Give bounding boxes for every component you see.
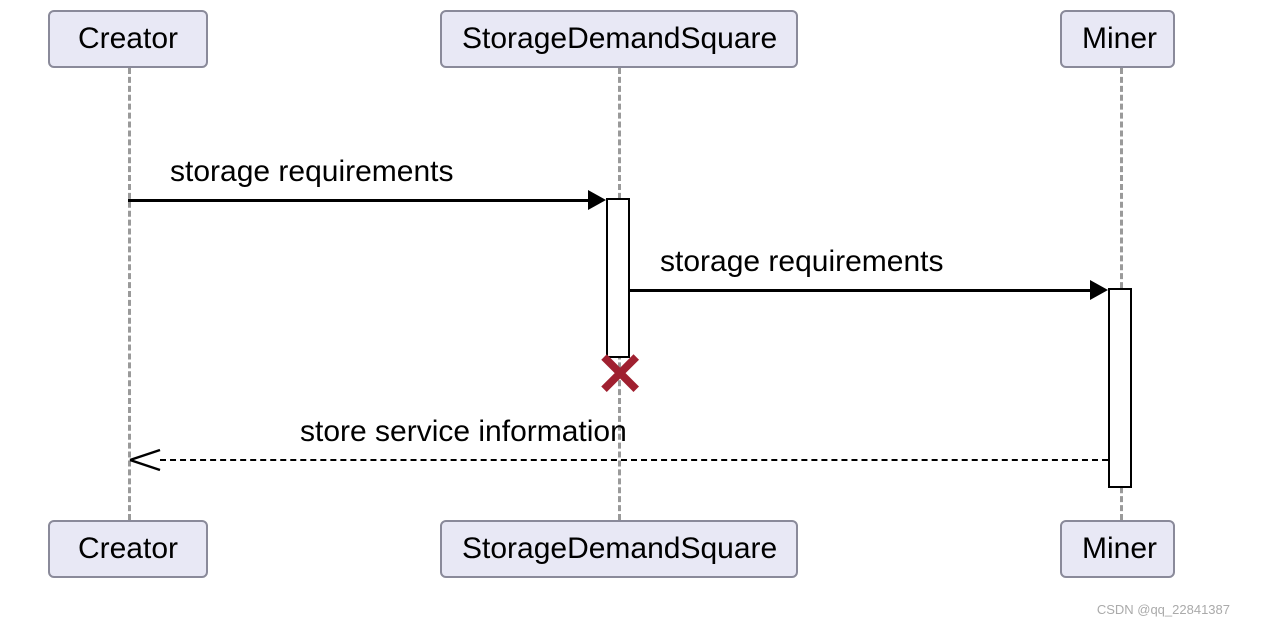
participant-label: Miner <box>1082 532 1157 565</box>
message-label-2: storage requirements <box>660 245 943 279</box>
participant-miner-bottom: Miner <box>1060 520 1175 578</box>
sequence-diagram: storage requirements storage requirement… <box>0 0 1285 629</box>
participant-sds-bottom: StorageDemandSquare <box>440 520 798 578</box>
participant-label: StorageDemandSquare <box>462 22 777 55</box>
arrow-2-line <box>630 289 1090 292</box>
participant-creator-bottom: Creator <box>48 520 208 578</box>
arrow-2-head <box>1090 280 1108 300</box>
message-label-1: storage requirements <box>170 155 453 189</box>
destroy-icon: ✕ <box>595 345 645 405</box>
activation-sds <box>606 198 630 358</box>
participant-creator-top: Creator <box>48 10 208 68</box>
arrow-1-head <box>588 190 606 210</box>
participant-label: Creator <box>78 532 178 565</box>
participant-miner-top: Miner <box>1060 10 1175 68</box>
arrow-3-head <box>128 448 163 472</box>
arrow-1-line <box>128 199 588 202</box>
message-label-3: store service information <box>300 415 627 449</box>
participant-sds-top: StorageDemandSquare <box>440 10 798 68</box>
activation-miner <box>1108 288 1132 488</box>
watermark-text: CSDN @qq_22841387 <box>1097 602 1230 617</box>
arrow-3-line <box>160 459 1108 461</box>
participant-label: Miner <box>1082 22 1157 55</box>
participant-label: Creator <box>78 22 178 55</box>
participant-label: StorageDemandSquare <box>462 532 777 565</box>
